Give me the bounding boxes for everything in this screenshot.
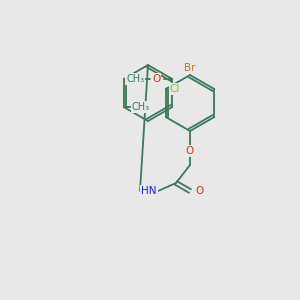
Text: O: O xyxy=(152,74,160,84)
Text: Br: Br xyxy=(184,63,196,73)
Text: CH₃: CH₃ xyxy=(132,102,150,112)
Text: HN: HN xyxy=(141,186,157,196)
Text: CH₃: CH₃ xyxy=(126,74,144,84)
Text: Cl: Cl xyxy=(169,84,180,94)
Text: O: O xyxy=(196,186,204,196)
Text: O: O xyxy=(186,146,194,156)
